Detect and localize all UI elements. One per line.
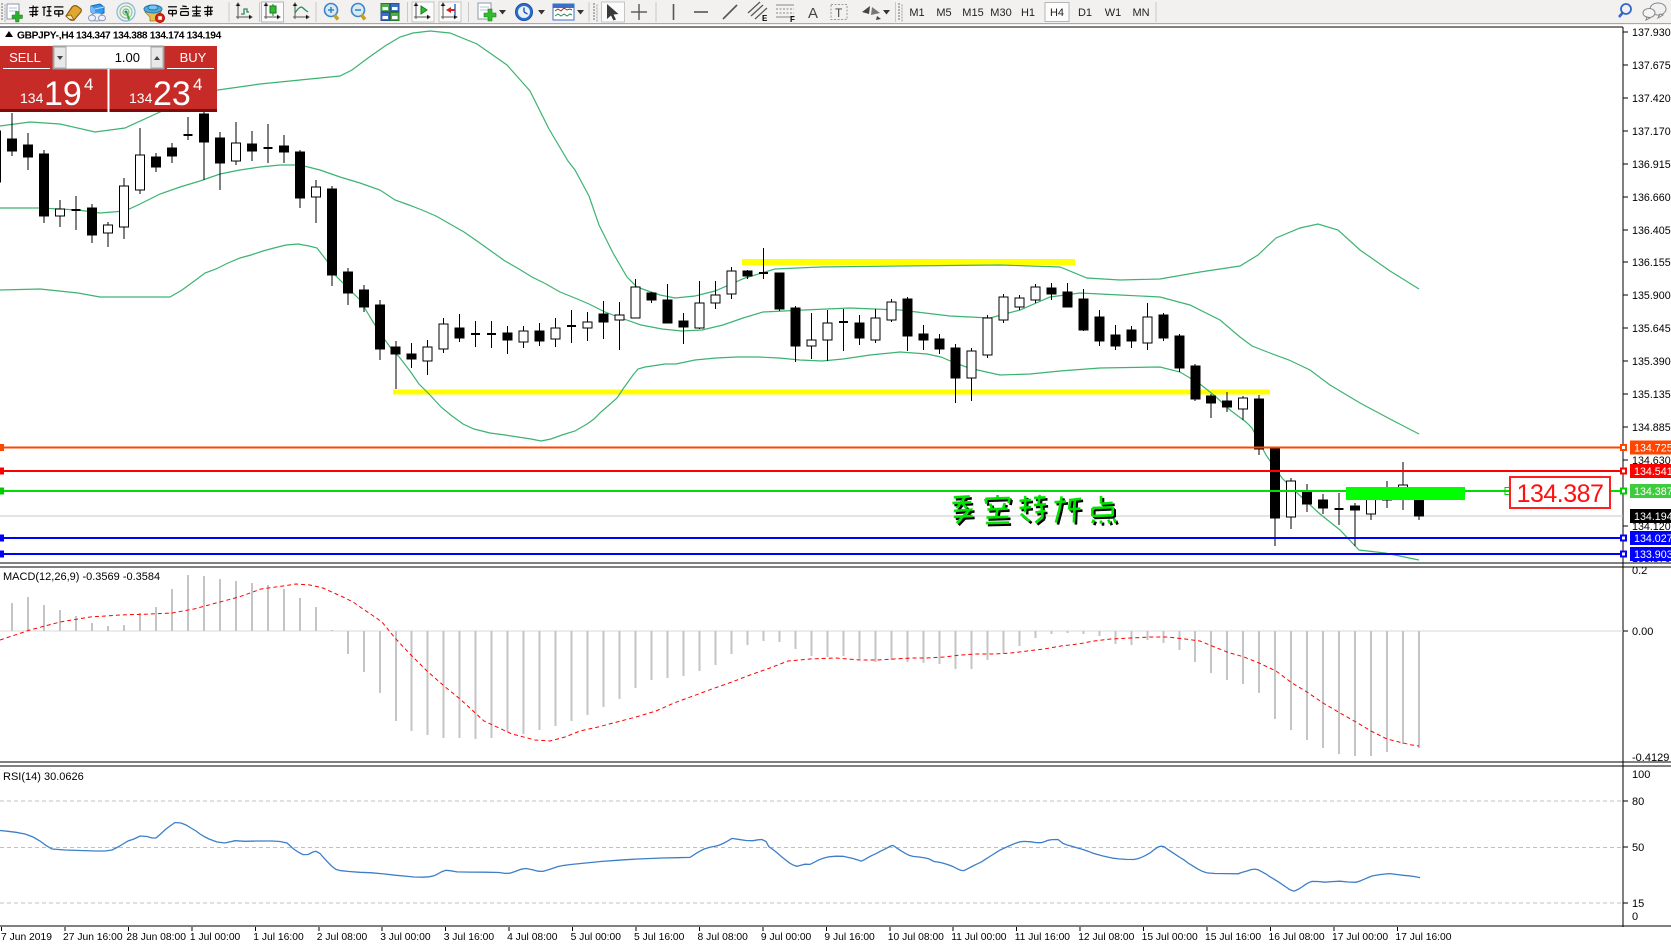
svg-text:135.135: 135.135 — [1632, 389, 1671, 401]
svg-text:0.2: 0.2 — [1632, 565, 1647, 577]
svg-text:27 Jun 16:00: 27 Jun 16:00 — [63, 932, 123, 943]
svg-text:137.170: 137.170 — [1632, 126, 1671, 138]
svg-text:GBPJPY-,H4 134.347 134.388 13: GBPJPY-,H4 134.347 134.388 134.174 134.1… — [17, 31, 222, 42]
svg-text:1.00: 1.00 — [115, 50, 140, 65]
svg-text:9 Jul 16:00: 9 Jul 16:00 — [824, 932, 875, 943]
svg-text:133.903: 133.903 — [1634, 549, 1671, 561]
svg-text:BUY: BUY — [180, 50, 207, 65]
svg-text:0: 0 — [1632, 911, 1638, 923]
svg-text:E: E — [762, 14, 768, 23]
svg-text:134.541: 134.541 — [1634, 466, 1671, 478]
svg-text:12 Jul 08:00: 12 Jul 08:00 — [1078, 932, 1134, 943]
svg-text:H1: H1 — [1021, 7, 1035, 19]
svg-text:4: 4 — [193, 75, 202, 94]
svg-text:28 Jun 08:00: 28 Jun 08:00 — [126, 932, 186, 943]
svg-text:80: 80 — [1632, 796, 1644, 808]
svg-text:137.675: 137.675 — [1632, 60, 1671, 72]
svg-text:136.155: 136.155 — [1632, 257, 1671, 269]
svg-text:17 Jul 00:00: 17 Jul 00:00 — [1332, 932, 1388, 943]
svg-text:100: 100 — [1632, 769, 1650, 781]
svg-text:17 Jul 16:00: 17 Jul 16:00 — [1395, 932, 1451, 943]
svg-text:135.900: 135.900 — [1632, 290, 1671, 302]
svg-text:7 Jun 2019: 7 Jun 2019 — [1, 932, 52, 943]
svg-text:RSI(14) 30.0626: RSI(14) 30.0626 — [3, 771, 84, 783]
svg-text:137.930: 137.930 — [1632, 27, 1671, 39]
svg-text:134.387: 134.387 — [1517, 480, 1604, 508]
svg-text:134.725: 134.725 — [1634, 443, 1671, 455]
svg-text:134.194: 134.194 — [1634, 511, 1671, 523]
svg-text:-0.4129: -0.4129 — [1632, 752, 1669, 764]
svg-text:MACD(12,26,9) -0.3569 -0.3584: MACD(12,26,9) -0.3569 -0.3584 — [3, 571, 160, 583]
svg-text:1 Jul 16:00: 1 Jul 16:00 — [253, 932, 304, 943]
svg-text:H4: H4 — [1050, 7, 1064, 19]
svg-text:5 Jul 00:00: 5 Jul 00:00 — [571, 932, 622, 943]
svg-text:A: A — [808, 5, 818, 22]
svg-text:50: 50 — [1632, 842, 1644, 854]
svg-text:137.420: 137.420 — [1632, 93, 1671, 105]
svg-text:134.387: 134.387 — [1634, 486, 1671, 498]
svg-text:3 Jul 00:00: 3 Jul 00:00 — [380, 932, 431, 943]
svg-text:SELL: SELL — [9, 50, 41, 65]
svg-text:136.915: 136.915 — [1632, 159, 1671, 171]
svg-text:11 Jul 16:00: 11 Jul 16:00 — [1015, 932, 1071, 943]
svg-text:15: 15 — [1632, 898, 1644, 910]
svg-text:2 Jul 08:00: 2 Jul 08:00 — [317, 932, 368, 943]
svg-text:5 Jul 16:00: 5 Jul 16:00 — [634, 932, 685, 943]
svg-text:10 Jul 08:00: 10 Jul 08:00 — [888, 932, 944, 943]
svg-text:M5: M5 — [936, 7, 951, 19]
svg-text:4: 4 — [84, 75, 93, 94]
svg-text:9 Jul 00:00: 9 Jul 00:00 — [761, 932, 812, 943]
svg-text:134.885: 134.885 — [1632, 422, 1671, 434]
svg-text:134: 134 — [20, 90, 44, 106]
svg-text:135.390: 135.390 — [1632, 356, 1671, 368]
svg-text:19: 19 — [44, 75, 82, 113]
svg-text:D1: D1 — [1078, 7, 1092, 19]
svg-text:134.120: 134.120 — [1632, 521, 1671, 533]
svg-text:134: 134 — [129, 90, 153, 106]
svg-text:3 Jul 16:00: 3 Jul 16:00 — [444, 932, 495, 943]
svg-text:F: F — [790, 15, 795, 24]
svg-text:135.645: 135.645 — [1632, 323, 1671, 335]
svg-text:11 Jul 00:00: 11 Jul 00:00 — [951, 932, 1007, 943]
svg-text:23: 23 — [153, 75, 191, 113]
svg-text:0.00: 0.00 — [1632, 626, 1653, 638]
svg-text:T: T — [835, 6, 843, 20]
svg-text:M15: M15 — [962, 7, 983, 19]
svg-text:MN: MN — [1132, 7, 1149, 19]
svg-text:4 Jul 08:00: 4 Jul 08:00 — [507, 932, 558, 943]
svg-text:8 Jul 08:00: 8 Jul 08:00 — [698, 932, 749, 943]
svg-text:16 Jul 08:00: 16 Jul 08:00 — [1269, 932, 1325, 943]
svg-text:134.027: 134.027 — [1634, 533, 1671, 545]
svg-text:1 Jul 00:00: 1 Jul 00:00 — [190, 932, 241, 943]
svg-text:15 Jul 00:00: 15 Jul 00:00 — [1142, 932, 1198, 943]
svg-text:W1: W1 — [1105, 7, 1122, 19]
svg-text:136.660: 136.660 — [1632, 192, 1671, 204]
svg-text:M1: M1 — [909, 7, 924, 19]
svg-text:136.405: 136.405 — [1632, 225, 1671, 237]
svg-text:M30: M30 — [990, 7, 1011, 19]
svg-text:15 Jul 16:00: 15 Jul 16:00 — [1205, 932, 1261, 943]
